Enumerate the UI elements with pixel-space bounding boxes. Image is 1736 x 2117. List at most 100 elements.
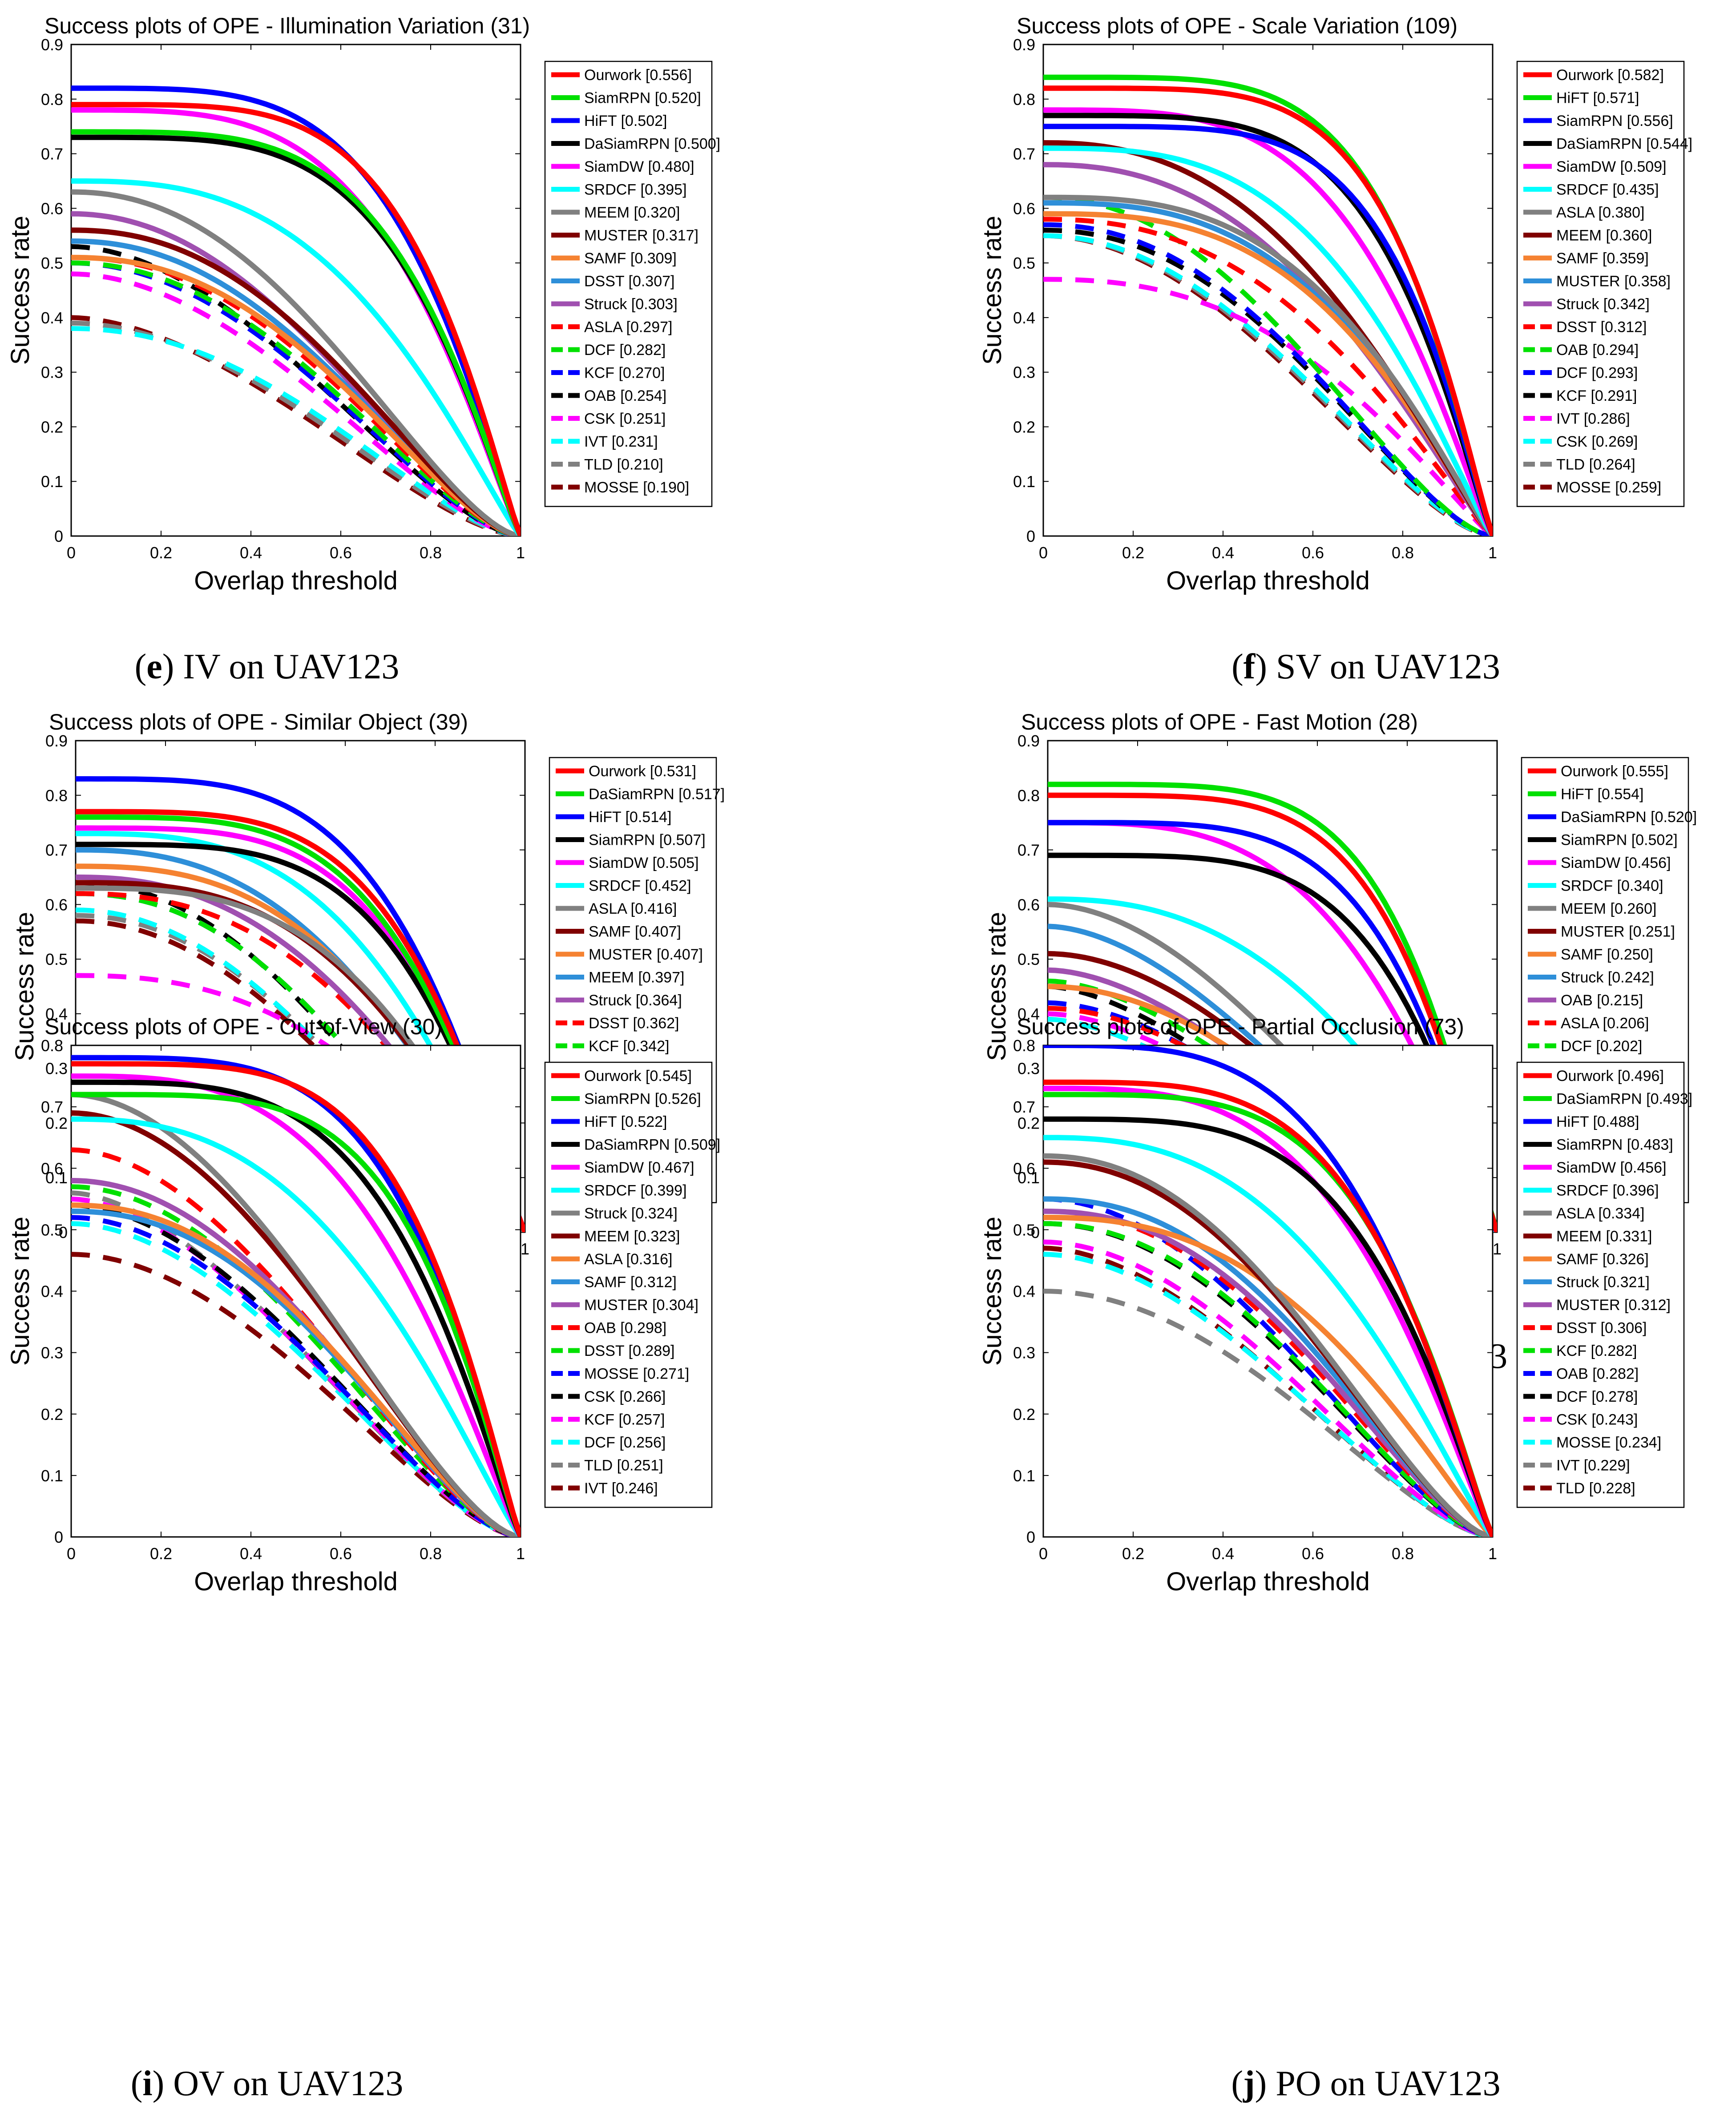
y-tick-label: 0.8 [45, 786, 68, 805]
legend-entry: OAB [0.282] [1556, 1366, 1639, 1383]
series-line-srdcf [71, 1116, 521, 1537]
legend-entry: DCF [0.293] [1556, 365, 1638, 382]
legend-entry: MUSTER [0.251] [1561, 923, 1675, 940]
legend-entry: KCF [0.342] [589, 1038, 669, 1055]
y-tick-label: 0.2 [1013, 418, 1035, 436]
legend-entry: KCF [0.270] [584, 365, 665, 382]
legend-box [1516, 60, 1685, 507]
series-line-dcf [71, 1221, 521, 1537]
series-line-siamrpn [1043, 124, 1493, 536]
y-tick-label: 0.3 [1013, 363, 1035, 382]
legend-entry: ASLA [0.297] [584, 319, 673, 336]
y-tick-label: 0.7 [41, 1098, 63, 1116]
series-line-ourwork [1043, 1079, 1493, 1537]
y-tick-label: 0.2 [1017, 1114, 1040, 1132]
series-line-ivt [71, 326, 521, 536]
x-tick-label: 1 [521, 1240, 529, 1258]
legend-entry: OAB [0.294] [1556, 342, 1639, 359]
x-tick-label: 0.8 [1392, 1544, 1414, 1563]
caption-paren: ( [1231, 647, 1243, 686]
y-tick-label: 0.7 [1013, 145, 1035, 163]
legend-box [544, 60, 713, 507]
legend-entry: DaSiamRPN [0.500] [584, 136, 720, 153]
caption-paren: ) [153, 2064, 165, 2103]
series-line-siamdw [71, 1073, 521, 1537]
series-line-kcf [1043, 1221, 1493, 1537]
y-tick-label: 0.9 [1013, 36, 1035, 54]
legend-entry: SRDCF [0.452] [589, 878, 691, 895]
series-line-mosse [76, 918, 525, 1232]
y-axis-label: Success rate [6, 216, 35, 365]
panel-caption: (j) PO on UAV123 [1231, 2064, 1500, 2103]
chart-title: Success plots of OPE - Partial Occlusion… [1017, 1014, 1464, 1039]
legend-entry: ASLA [0.206] [1561, 1015, 1649, 1032]
legend-entry: CSK [0.269] [1556, 433, 1638, 450]
legend-entry: MUSTER [0.312] [1556, 1297, 1671, 1314]
y-tick-label: 0 [1026, 1528, 1035, 1546]
legend-entry: SRDCF [0.340] [1561, 878, 1663, 895]
legend-entry: HiFT [0.522] [584, 1113, 667, 1130]
legend-entry: TLD [0.228] [1556, 1480, 1635, 1497]
series-line-dasiamrpn [1048, 820, 1497, 1232]
panel-caption: (f) SV on UAV123 [1231, 647, 1500, 686]
legend-entry: Ourwork [0.496] [1556, 1068, 1664, 1085]
series-line-csk [1043, 1239, 1493, 1537]
legend-entry: SiamDW [0.505] [589, 855, 699, 871]
legend-entry: SiamDW [0.456] [1556, 1159, 1667, 1176]
chart-panel-5: Success plots of OPE - Out-of-View (30)0… [6, 1014, 720, 2103]
legend-entry: MEEM [0.323] [584, 1228, 680, 1245]
series-lines [1043, 74, 1493, 536]
series-line-srdcf [71, 178, 521, 536]
series-lines [76, 776, 525, 1232]
legend-entry: MEEM [0.360] [1556, 227, 1652, 244]
legend-entry: KCF [0.282] [1556, 1343, 1637, 1359]
y-tick-label: 0.6 [1017, 895, 1040, 914]
caption-letter: j [1243, 2064, 1255, 2103]
legend-entry: ASLA [0.316] [584, 1251, 673, 1268]
series-line-asla [1043, 1153, 1493, 1537]
x-tick-label: 1 [516, 1544, 525, 1563]
y-axis-label: Success rate [978, 1217, 1007, 1366]
x-axis-label: Overlap threshold [1166, 1567, 1370, 1596]
x-tick-label: 0 [67, 1544, 76, 1563]
y-tick-label: 0.3 [45, 1060, 68, 1078]
series-lines [1043, 1045, 1493, 1537]
legend-entry: SAMF [0.312] [584, 1274, 677, 1291]
legend-entry: SRDCF [0.396] [1556, 1182, 1659, 1199]
y-tick-label: 0.6 [1013, 199, 1035, 218]
series-line-dcf [71, 260, 521, 536]
x-tick-label: 0.6 [1302, 544, 1324, 562]
legend-entry: SRDCF [0.435] [1556, 181, 1659, 198]
legend-entry: Ourwork [0.531] [589, 763, 696, 780]
y-tick-label: 0.4 [41, 309, 63, 327]
chart-title: Success plots of OPE - Illumination Vari… [44, 13, 530, 38]
series-line-tld [76, 907, 525, 1232]
legend-entry: SiamDW [0.467] [584, 1159, 694, 1176]
series-line-siamrpn [1048, 852, 1497, 1232]
series-line-dsst [1048, 984, 1497, 1232]
y-tick-label: 0.6 [41, 199, 63, 218]
legend-entry: CSK [0.266] [584, 1388, 666, 1405]
series-line-siamrpn [1043, 1116, 1493, 1537]
series-line-samf [71, 254, 521, 536]
caption-paren: ( [131, 2064, 143, 2103]
legend-entry: HiFT [0.488] [1556, 1113, 1639, 1130]
y-tick-label: 0.7 [1017, 841, 1040, 859]
chart-panel-3: Success plots of OPE - Similar Object (3… [10, 710, 725, 1376]
x-axis-label: Overlap threshold [194, 566, 398, 595]
caption-letter: f [1243, 647, 1256, 686]
legend-entry: SRDCF [0.395] [584, 181, 687, 198]
y-axis-label: Success rate [982, 912, 1011, 1061]
x-tick-label: 0.4 [240, 1544, 262, 1563]
legend-entry: SiamDW [0.480] [584, 158, 694, 175]
x-tick-label: 1 [1488, 544, 1497, 562]
legend-entry: MOSSE [0.190] [584, 479, 689, 496]
legend-entry: MEEM [0.331] [1556, 1228, 1652, 1245]
series-line-dsst [1043, 217, 1493, 536]
x-tick-label: 1 [516, 544, 525, 562]
caption-text: IV on UAV123 [174, 647, 399, 686]
x-tick-label: 0.4 [1212, 544, 1234, 562]
plot-area [1042, 1044, 1494, 1538]
legend: Ourwork [0.545] SiamRPN [0.526] HiFT [0.52… [544, 1061, 720, 1508]
